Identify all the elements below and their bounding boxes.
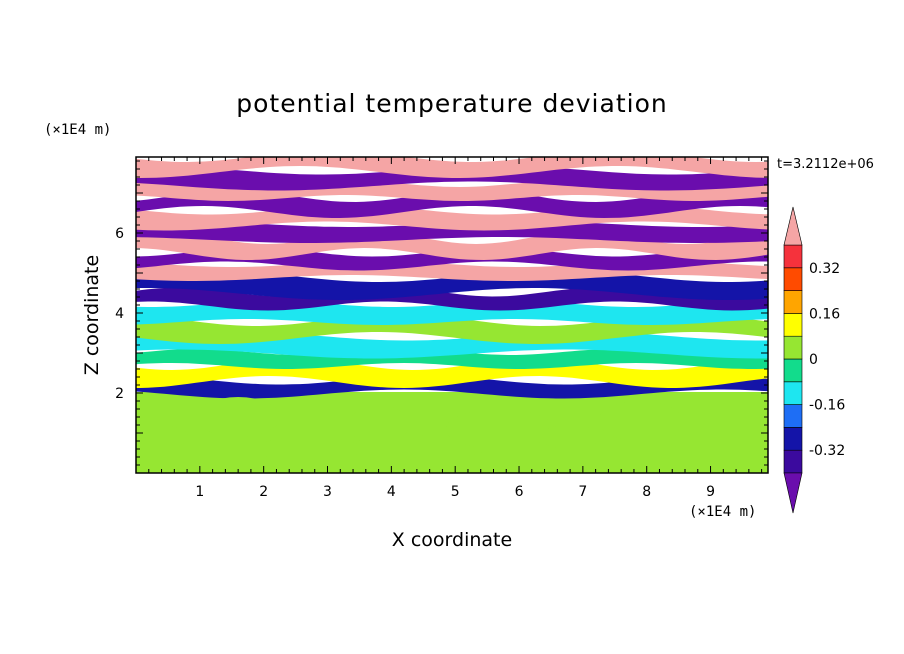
x-tick-labels: 1 2 3 4 5 6 7 8 9 <box>195 484 715 500</box>
contour-plot-area <box>136 157 768 473</box>
contour-band <box>136 349 768 369</box>
colorbar-tick-label: 0.16 <box>809 306 840 322</box>
plot-frame <box>135 156 769 474</box>
contour-blob <box>445 409 554 449</box>
contour-band <box>136 157 768 178</box>
contour-blob <box>136 425 189 449</box>
colorbar-segment <box>783 358 803 383</box>
contour-blob <box>196 397 281 437</box>
x-tick-label: 3 <box>323 484 332 500</box>
chart-title: potential temperature deviation <box>236 89 667 118</box>
axis-ticks <box>136 157 768 473</box>
contour-band <box>136 221 768 243</box>
colorbar-tick-label: 0.32 <box>809 261 840 277</box>
colorbar-segment <box>783 449 803 474</box>
colorbar-tick-label: -0.32 <box>809 443 845 459</box>
y-tick-label: 6 <box>115 226 124 242</box>
colorbar-extend-low <box>783 472 803 514</box>
y-tick-label: 2 <box>115 386 124 402</box>
x-tick-label: 9 <box>706 484 715 500</box>
contour-blob <box>598 401 683 441</box>
x-tick-label: 8 <box>642 484 651 500</box>
colorbar <box>783 206 803 514</box>
y-axis-label: Z coordinate <box>81 255 103 375</box>
colorbar-segment <box>783 427 803 451</box>
colorbar-segment <box>783 335 803 360</box>
y-tick-labels: 2 4 6 <box>115 226 124 402</box>
contour-blob <box>348 405 409 445</box>
contour-band <box>136 375 768 399</box>
x-tick-label: 1 <box>195 484 204 500</box>
colorbar-segment <box>783 244 803 269</box>
contour-blob <box>540 425 601 449</box>
x-tick-label: 2 <box>259 484 268 500</box>
y-tick-label: 4 <box>115 306 124 322</box>
colorbar-tick-label: 0 <box>809 352 818 368</box>
contour-band <box>136 287 768 311</box>
y-axis-unit: (×1E4 m) <box>44 122 111 138</box>
colorbar-extend-high <box>783 206 803 246</box>
x-tick-label: 7 <box>578 484 587 500</box>
colorbar-segment <box>783 381 803 405</box>
x-tick-label: 5 <box>451 484 460 500</box>
colorbar-segment <box>783 404 803 428</box>
colorbar-segment <box>783 290 803 314</box>
x-axis-unit: (×1E4 m) <box>689 504 756 520</box>
colorbar-segment <box>783 267 803 291</box>
contour-blob <box>254 437 363 461</box>
contour-blob <box>669 429 768 453</box>
colorbar-segment <box>783 313 803 337</box>
x-tick-label: 4 <box>387 484 396 500</box>
contour-band <box>136 270 768 300</box>
time-label: t=3.2112e+06 <box>777 157 874 172</box>
x-axis-label: X coordinate <box>392 529 512 551</box>
colorbar-tick-label: -0.16 <box>809 398 845 414</box>
x-tick-label: 6 <box>515 484 524 500</box>
colorbar-labels: 0.32 0.16 0 -0.16 -0.32 <box>809 261 845 459</box>
